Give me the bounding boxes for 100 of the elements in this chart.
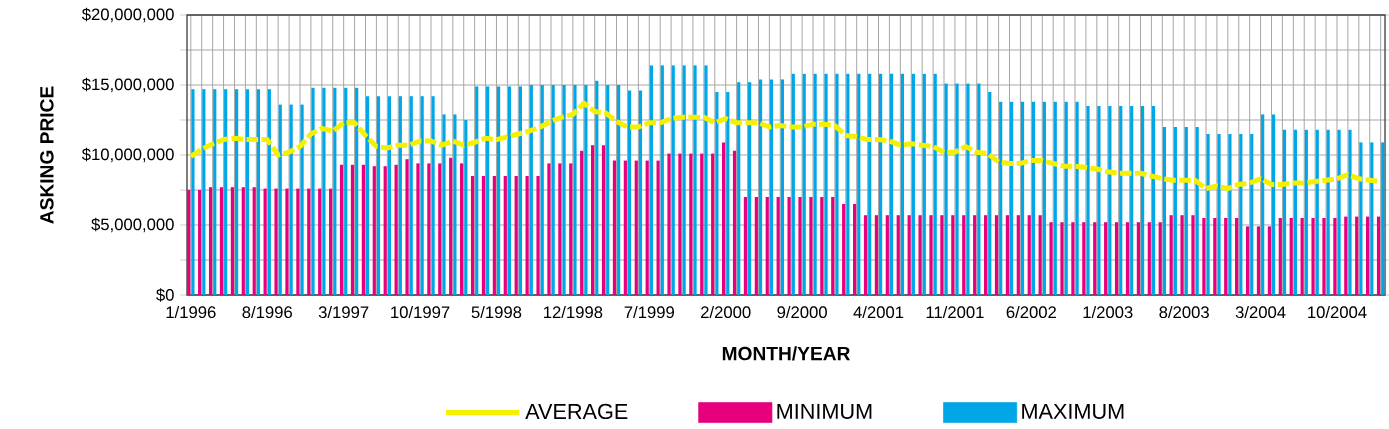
x-tick-label: 8/2003 <box>1159 305 1209 319</box>
bar <box>1376 216 1381 295</box>
y-axis-title: ASKING PRICE <box>40 86 54 224</box>
bar <box>230 187 234 295</box>
y-tick-label: $20,000,000 <box>81 7 174 23</box>
bar <box>1027 215 1031 295</box>
bar <box>1064 101 1068 295</box>
bar <box>798 197 802 295</box>
bar <box>846 73 850 295</box>
bar <box>573 85 577 295</box>
bar <box>726 92 730 295</box>
bar <box>983 215 988 295</box>
bar <box>481 176 486 295</box>
bar <box>623 160 627 295</box>
x-tick-label: 8/1996 <box>242 305 292 319</box>
bar <box>252 187 256 295</box>
bar <box>427 163 431 295</box>
bar <box>922 73 926 295</box>
bar <box>376 96 381 295</box>
bar <box>372 166 376 295</box>
bar <box>394 164 398 295</box>
bar <box>1097 106 1101 295</box>
bar <box>955 83 959 295</box>
bar <box>1278 218 1282 295</box>
bar <box>780 79 784 295</box>
bar <box>645 160 649 295</box>
bar <box>464 120 468 295</box>
bar <box>994 215 999 295</box>
bar <box>962 215 966 295</box>
bar <box>1355 216 1359 295</box>
bar <box>1053 101 1057 295</box>
bar <box>857 73 861 295</box>
bar <box>769 79 774 295</box>
x-tick-label: 5/1998 <box>471 305 522 319</box>
bar <box>350 164 355 295</box>
bar <box>208 187 213 295</box>
bar <box>1315 129 1319 295</box>
bar <box>743 197 748 295</box>
bar <box>296 188 300 295</box>
bar <box>213 89 217 295</box>
bar <box>344 87 348 295</box>
bar <box>1250 134 1254 295</box>
bar <box>514 176 518 295</box>
bar <box>918 215 922 295</box>
bar <box>274 188 278 295</box>
bar <box>900 73 905 295</box>
bar <box>318 188 322 295</box>
bar <box>1381 142 1385 295</box>
bar <box>1130 106 1134 295</box>
bar <box>1147 222 1151 295</box>
bar <box>627 90 632 295</box>
bar <box>569 163 573 295</box>
x-tick-label: 10/1997 <box>391 305 450 319</box>
bar <box>365 96 370 295</box>
bar <box>868 73 872 295</box>
bar <box>1333 218 1337 295</box>
bar <box>409 96 413 295</box>
bar <box>1322 218 1326 295</box>
bar <box>973 215 977 295</box>
bar <box>1300 218 1304 295</box>
bar <box>1366 216 1370 295</box>
x-tick-label: 3/2004 <box>1235 305 1286 319</box>
bar <box>518 86 522 295</box>
bar <box>460 163 464 295</box>
bar <box>1141 106 1145 295</box>
bar <box>1114 222 1119 295</box>
bar <box>634 160 638 295</box>
bar <box>711 153 715 295</box>
bar <box>758 79 763 295</box>
bar <box>601 145 606 295</box>
bar <box>1293 129 1298 295</box>
bar <box>1282 129 1287 295</box>
legend-label: AVERAGE <box>525 403 628 420</box>
bar <box>536 176 540 295</box>
bar <box>529 85 533 295</box>
y-tick-label: $0 <box>156 288 174 302</box>
bar <box>802 73 806 295</box>
bar <box>748 82 752 295</box>
bar <box>944 83 948 295</box>
bar <box>977 83 981 295</box>
bar <box>558 163 562 295</box>
bar <box>1010 101 1014 295</box>
bar <box>405 159 409 295</box>
bar <box>612 160 617 295</box>
bar <box>496 86 501 295</box>
bar <box>820 197 824 295</box>
y-tick-label: $15,000,000 <box>81 77 174 93</box>
bar <box>1125 222 1130 295</box>
bar <box>1136 222 1140 295</box>
bar <box>1086 106 1090 295</box>
bar <box>842 204 846 295</box>
bar <box>791 73 795 295</box>
bar <box>339 164 344 295</box>
bar <box>442 114 446 295</box>
bar <box>809 197 813 295</box>
bar <box>285 188 289 295</box>
bar <box>1016 215 1020 295</box>
bar <box>1217 134 1221 295</box>
bar <box>387 96 391 295</box>
x-tick-label: 2/2000 <box>701 305 751 319</box>
